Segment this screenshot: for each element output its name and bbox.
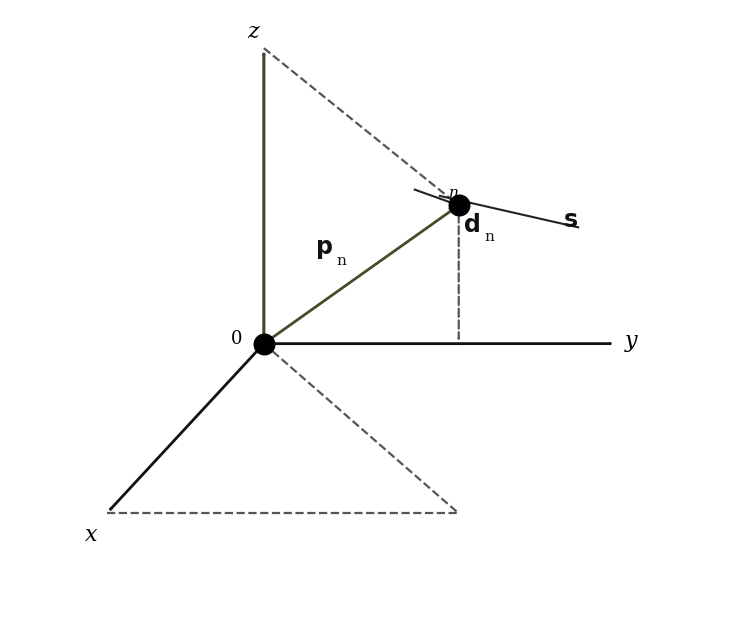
Point xyxy=(452,200,464,210)
Text: 0: 0 xyxy=(231,329,243,348)
Text: $\mathbf{p}$: $\mathbf{p}$ xyxy=(314,238,333,261)
Text: n: n xyxy=(484,230,494,244)
Text: x: x xyxy=(84,524,97,547)
Text: n: n xyxy=(336,254,346,268)
Text: n: n xyxy=(449,186,458,200)
Text: z: z xyxy=(247,22,259,43)
Point xyxy=(258,338,270,348)
Text: $\mathbf{s}$: $\mathbf{s}$ xyxy=(563,208,578,232)
Text: $\mathbf{d}$: $\mathbf{d}$ xyxy=(463,213,480,238)
Text: y: y xyxy=(625,330,638,352)
